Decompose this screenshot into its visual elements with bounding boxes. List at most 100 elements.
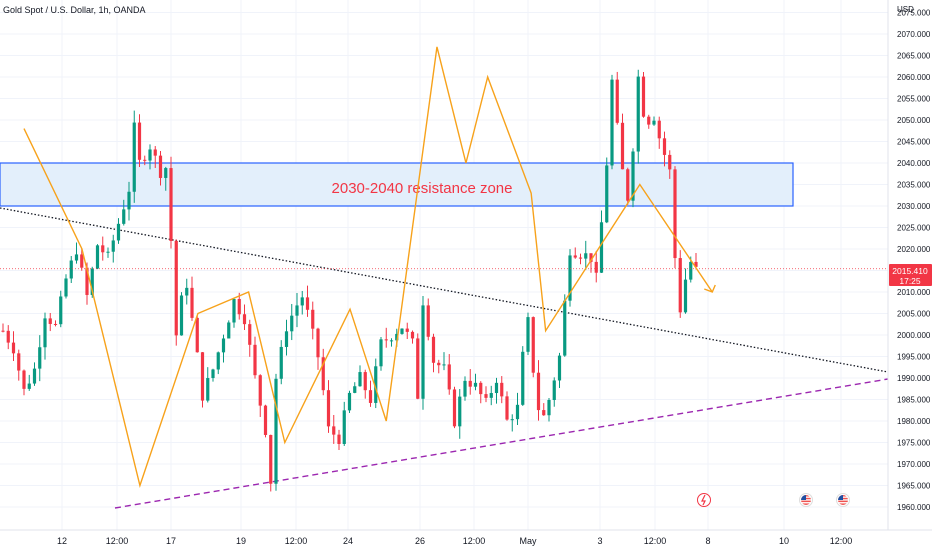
candle-body xyxy=(395,333,399,341)
candle-body xyxy=(227,322,231,339)
candle-body xyxy=(447,364,451,390)
candle-body xyxy=(221,338,226,353)
candle-body xyxy=(143,159,147,161)
time-tick-label: May xyxy=(519,536,537,546)
candle-body xyxy=(342,410,346,444)
candle-body xyxy=(400,328,404,334)
current-price-badge: 2015.410 17:25 xyxy=(889,264,932,286)
candle-body xyxy=(211,369,215,379)
candle-body xyxy=(489,393,493,398)
candle-body xyxy=(573,255,577,258)
candle-body xyxy=(169,168,173,241)
candle-body xyxy=(106,251,110,253)
candle-body xyxy=(494,382,499,394)
candle-body xyxy=(500,382,504,397)
badge-countdown: 17:25 xyxy=(899,276,921,286)
price-tick-label: 2000.000 xyxy=(897,331,931,340)
candle-body xyxy=(694,261,698,267)
candle-body xyxy=(510,419,514,421)
time-tick-label: 19 xyxy=(236,536,246,546)
candle-body xyxy=(69,260,73,279)
candle-body xyxy=(111,240,115,252)
candle-body xyxy=(347,392,352,411)
time-tick-label: 12:00 xyxy=(285,536,308,546)
candle-body xyxy=(137,122,142,160)
bolt-event-icon[interactable] xyxy=(697,493,711,507)
candle-body xyxy=(122,209,126,224)
candle-body xyxy=(479,382,483,395)
candle-body xyxy=(284,331,289,347)
candle-body xyxy=(458,396,462,427)
candle-body xyxy=(578,257,583,259)
candle-body xyxy=(647,116,651,125)
candle-body xyxy=(332,426,336,435)
candle-body xyxy=(358,372,362,387)
candle-body xyxy=(552,380,556,400)
candle-body xyxy=(668,154,672,170)
price-tick-label: 2020.000 xyxy=(897,245,931,254)
candle-body xyxy=(374,366,378,403)
us-flag-event-icon[interactable] xyxy=(799,493,813,507)
candle-body xyxy=(300,297,304,306)
candles xyxy=(1,69,698,492)
time-tick-label: 12:00 xyxy=(830,536,853,546)
candle-body xyxy=(563,300,567,356)
candle-body xyxy=(179,295,184,336)
candle-body xyxy=(174,240,178,336)
candle-body xyxy=(258,375,262,406)
price-tick-label: 2035.000 xyxy=(897,181,931,190)
resistance-zone xyxy=(0,162,794,207)
time-tick-label: 26 xyxy=(415,536,425,546)
candle-body xyxy=(132,122,136,192)
candle-body xyxy=(337,434,341,444)
currency-label: USD xyxy=(897,5,914,14)
us-flag-event-icon[interactable] xyxy=(836,493,850,507)
resistance-zone-label: 2030-2040 resistance zone xyxy=(332,180,513,197)
candle-body xyxy=(232,299,236,323)
candle-body xyxy=(274,378,278,484)
candle-body xyxy=(253,344,257,376)
candle-body xyxy=(190,287,194,318)
candle-body xyxy=(43,318,47,348)
candle-body xyxy=(290,315,294,332)
candle-body xyxy=(1,330,5,332)
candle-body xyxy=(216,352,220,370)
candle-body xyxy=(158,155,163,178)
price-tick-label: 1965.000 xyxy=(897,482,931,491)
candle-body xyxy=(416,338,420,399)
time-axis[interactable] xyxy=(0,530,932,550)
candle-body xyxy=(11,342,16,354)
time-tick-label: 12:00 xyxy=(463,536,486,546)
candle-body xyxy=(505,396,509,420)
time-tick-label: 3 xyxy=(597,536,602,546)
price-tick-label: 2070.000 xyxy=(897,30,931,39)
time-tick-label: 12 xyxy=(57,536,67,546)
candle-body xyxy=(589,253,593,262)
time-tick-label: 17 xyxy=(166,536,176,546)
candle-body xyxy=(484,394,488,398)
price-tick-label: 1985.000 xyxy=(897,396,931,405)
candle-body xyxy=(379,339,383,367)
grid xyxy=(0,0,888,530)
time-tick-label: 12:00 xyxy=(106,536,129,546)
candle-body xyxy=(442,364,446,366)
candle-body xyxy=(368,390,373,403)
candle-body xyxy=(80,254,84,268)
candle-body xyxy=(584,253,588,259)
candle-body xyxy=(662,138,667,155)
candle-body xyxy=(673,169,677,259)
candle-body xyxy=(468,380,472,387)
candle-body xyxy=(64,278,68,297)
time-tick-label: 12:00 xyxy=(644,536,667,546)
candle-body xyxy=(626,169,630,201)
candle-body xyxy=(305,297,310,310)
candle-body xyxy=(27,383,31,389)
candle-body xyxy=(195,317,199,353)
candle-body xyxy=(127,191,131,210)
price-tick-label: 2065.000 xyxy=(897,52,931,61)
candle-body xyxy=(473,382,478,387)
candle-body xyxy=(463,380,467,397)
candle-body xyxy=(206,378,210,401)
candle-body xyxy=(452,389,457,427)
